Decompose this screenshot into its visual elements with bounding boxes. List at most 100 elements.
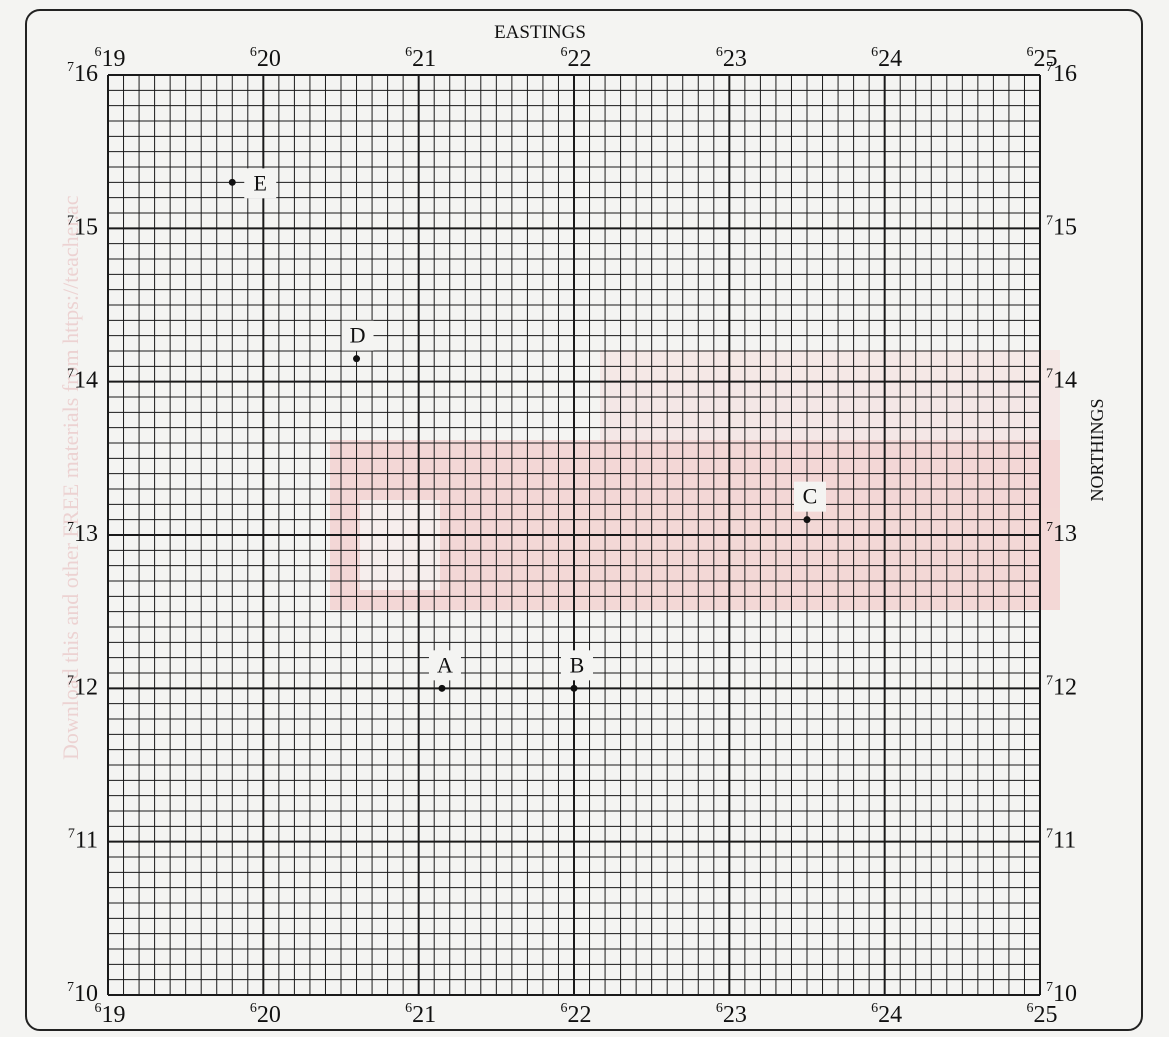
easting-label-bottom-superscript: 6 [716,1001,723,1016]
northing-label-right-number: 11 [1053,828,1076,854]
northing-label-right-number: 13 [1053,521,1077,547]
easting-label-top-number: 20 [257,46,281,72]
northing-label-right-number: 16 [1053,61,1077,87]
northing-label-left: 714 [67,367,98,394]
northing-label-right: 711 [1046,827,1076,854]
easting-label-bottom: 620 [250,1001,281,1028]
easting-label-bottom-superscript: 6 [561,1001,568,1016]
northings-title: NORTHINGS [1087,399,1107,502]
northing-label-right: 716 [1046,60,1077,87]
northing-label-right: 714 [1046,367,1077,394]
northing-label-right-superscript: 7 [1046,367,1053,382]
easting-label-bottom-number: 24 [878,1002,902,1028]
northing-label-left-number: 14 [74,368,98,394]
point-marker-e [228,178,236,186]
northing-label-left-superscript: 7 [67,673,74,688]
logo-watermark [330,350,1060,610]
easting-label-bottom-superscript: 6 [1027,1001,1034,1016]
northing-label-left-superscript: 7 [67,520,74,535]
easting-label-bottom-superscript: 6 [95,1001,102,1016]
northing-label-right-number: 12 [1053,674,1077,700]
northing-label-right: 713 [1046,520,1077,547]
easting-label-top-superscript: 6 [95,45,102,60]
northing-label-left-number: 10 [74,981,98,1007]
northing-label-left-superscript: 7 [67,60,74,75]
northing-label-left-superscript: 7 [67,213,74,228]
easting-label-top: 623 [716,45,747,72]
easting-labels-top: 619 620 621 622 623 624 625 [95,45,1058,72]
northing-label-left-number: 13 [74,521,98,547]
point-label-backdrop [341,320,374,351]
northing-label-right-number: 14 [1053,368,1077,394]
easting-label-top: 619 [95,45,126,72]
easting-label-bottom-number: 22 [568,1002,592,1028]
easting-label-bottom-number: 20 [257,1002,281,1028]
easting-label-bottom-superscript: 6 [405,1001,412,1016]
northing-label-right-superscript: 7 [1046,520,1053,535]
northing-label-left: 715 [67,213,98,240]
easting-label-top-number: 25 [1034,46,1058,72]
easting-label-bottom: 624 [871,1001,902,1028]
point-marker-a [438,684,446,692]
northing-label-left-superscript: 7 [68,827,75,842]
easting-label-top: 625 [1027,45,1058,72]
easting-label-bottom-number: 25 [1034,1002,1058,1028]
point-marker-b [570,684,578,692]
point-label-d: D [350,323,366,348]
point-label-b: B [570,652,585,677]
easting-label-top: 621 [405,45,436,72]
point-marker-d [353,355,361,363]
northing-label-right-superscript: 7 [1046,673,1053,688]
easting-label-top-number: 21 [412,46,436,72]
northing-label-left: 711 [68,827,98,854]
northing-label-left-superscript: 7 [67,980,74,995]
northing-label-left-number: 16 [74,61,98,87]
northing-label-left: 710 [67,980,98,1007]
easting-label-top-superscript: 6 [561,45,568,60]
easting-label-top-number: 24 [878,46,902,72]
northing-label-right-superscript: 7 [1046,980,1053,995]
easting-label-bottom-number: 23 [723,1002,747,1028]
point-label-backdrop [561,650,593,681]
northing-label-right-superscript: 7 [1046,60,1053,75]
easting-label-bottom: 623 [716,1001,747,1028]
easting-label-top-number: 23 [723,46,747,72]
point-label-backdrop [244,168,277,199]
easting-label-top-superscript: 6 [1027,45,1034,60]
northing-label-left: 713 [67,520,98,547]
northing-label-left: 712 [67,673,98,700]
northing-label-left-number: 15 [74,214,98,240]
northing-label-right: 715 [1046,213,1077,240]
northing-label-right: 712 [1046,673,1077,700]
easting-label-bottom: 621 [405,1001,436,1028]
easting-labels-bottom: 619 620 621 622 623 624 625 [95,1001,1058,1028]
easting-label-top-superscript: 6 [250,45,257,60]
page-border [25,9,1143,1031]
easting-label-top-number: 22 [568,46,592,72]
northing-label-right: 710 [1046,980,1077,1007]
northing-label-left: 716 [67,60,98,87]
easting-label-bottom: 622 [561,1001,592,1028]
easting-label-top: 622 [561,45,592,72]
easting-label-top: 620 [250,45,281,72]
northing-label-right-number: 15 [1053,214,1077,240]
northing-label-left-superscript: 7 [67,367,74,382]
easting-label-bottom: 625 [1027,1001,1058,1028]
eastings-title: EASTINGS [494,22,586,43]
watermark-text: Download this and other FREE materials f… [58,195,83,760]
easting-label-bottom-number: 21 [412,1002,436,1028]
point-label-backdrop [794,481,826,512]
northing-label-right-superscript: 7 [1046,213,1053,228]
easting-label-top-superscript: 6 [871,45,878,60]
easting-label-top-number: 19 [102,46,126,72]
easting-label-bottom: 619 [95,1001,126,1028]
map-points: A B C D E [228,168,826,692]
point-label-backdrop [428,650,461,681]
point-marker-c [803,516,811,524]
easting-label-bottom-superscript: 6 [871,1001,878,1016]
easting-label-top-superscript: 6 [405,45,412,60]
